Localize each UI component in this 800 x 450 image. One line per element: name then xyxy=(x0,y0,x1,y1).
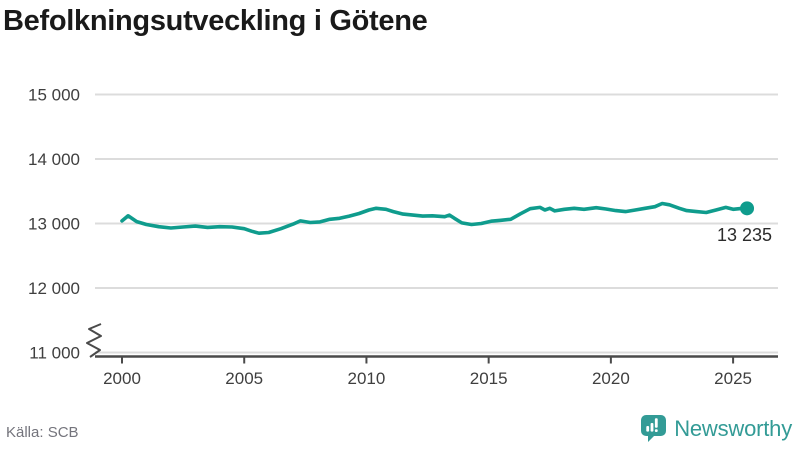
y-tick-label: 15 000 xyxy=(28,86,80,105)
latest-point-marker xyxy=(740,201,755,216)
x-tick-label: 2005 xyxy=(225,369,263,388)
source-label: Källa: SCB xyxy=(6,424,79,441)
y-tick-label: 14 000 xyxy=(28,150,80,169)
newsworthy-logo-icon xyxy=(641,415,667,442)
x-tick-label: 2010 xyxy=(348,369,386,388)
x-tick-label: 2015 xyxy=(470,369,508,388)
y-tick-label: 12 000 xyxy=(28,279,80,298)
newsworthy-logo: Newsworthy xyxy=(640,414,792,443)
chart-title: Befolkningsutveckling i Götene xyxy=(3,5,428,37)
x-tick-label: 2000 xyxy=(103,369,141,388)
y-tick-label: 11 000 xyxy=(29,344,80,363)
newsworthy-logo-text: Newsworthy xyxy=(674,415,792,441)
population-line xyxy=(120,201,749,235)
x-tick-label: 2025 xyxy=(714,369,752,388)
latest-value-label: 13 235 xyxy=(717,225,772,245)
y-tick-label: 13 000 xyxy=(28,215,80,234)
x-tick-label: 2020 xyxy=(592,369,630,388)
axis-break-icon xyxy=(86,323,102,358)
